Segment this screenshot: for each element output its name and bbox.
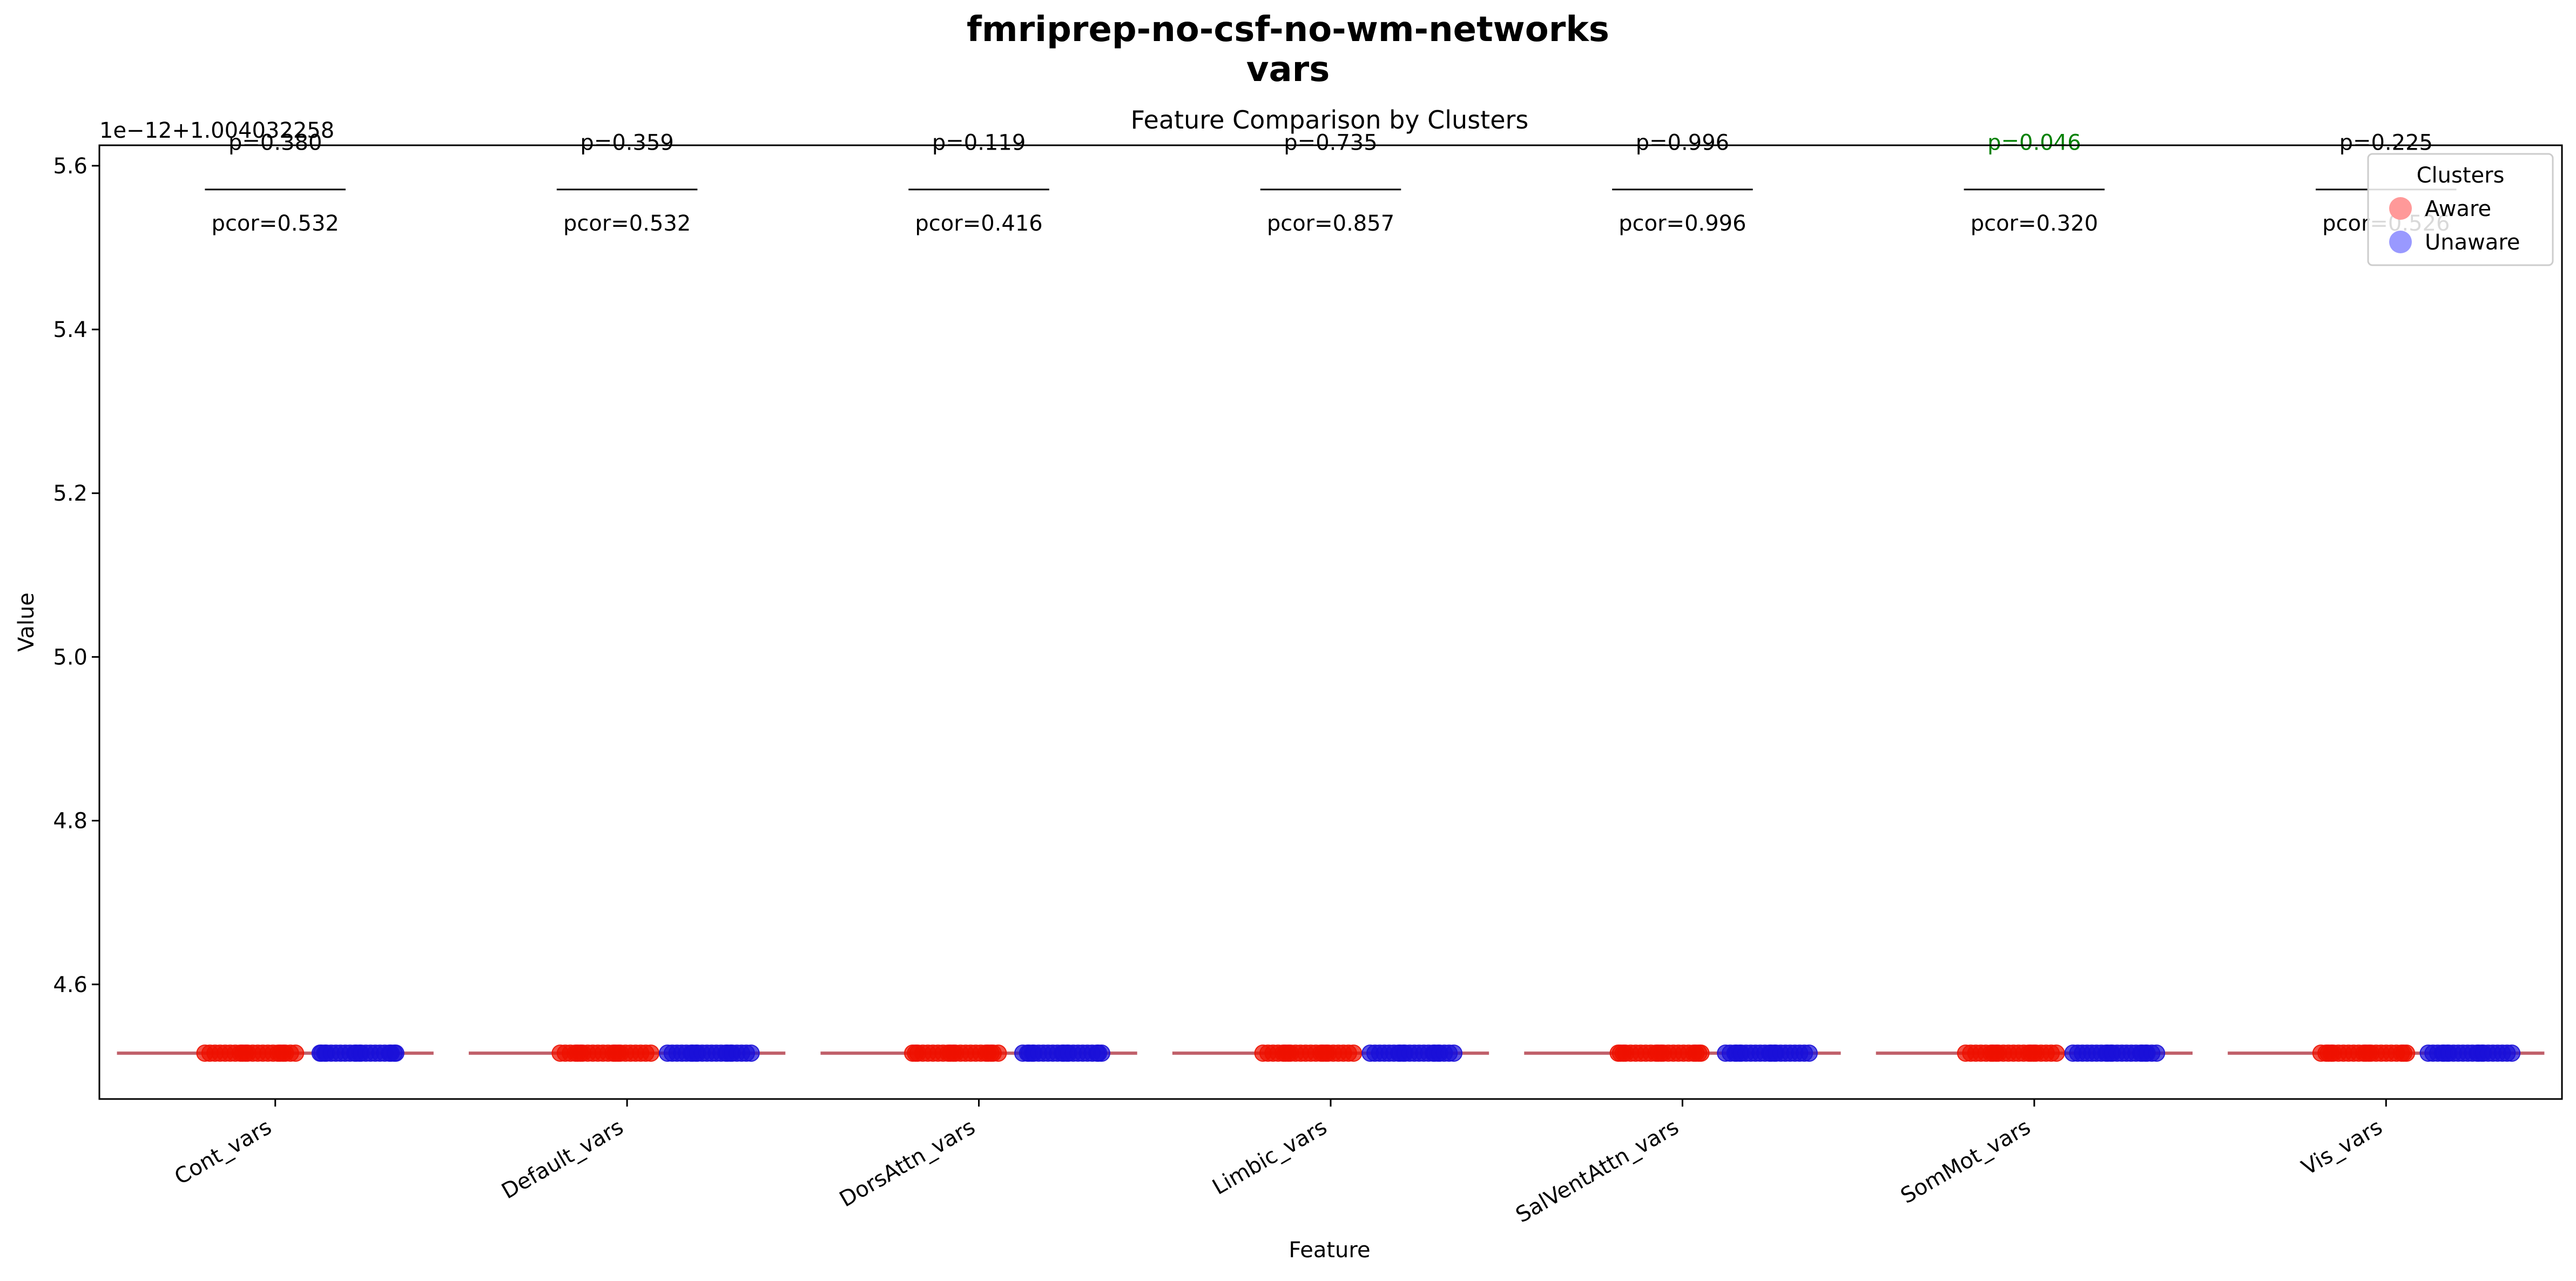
pcor-value-label: pcor=0.996 — [1619, 211, 1746, 236]
p-value-label: p=0.735 — [1284, 130, 1377, 155]
legend: Clusters Aware Unaware — [2367, 153, 2554, 266]
pcor-value-label: pcor=0.857 — [1267, 211, 1394, 236]
point-aware — [287, 1044, 305, 1062]
legend-box — [2367, 153, 2554, 266]
point-unaware — [1445, 1044, 1462, 1062]
point-unaware — [1090, 1044, 1108, 1062]
x-axis-label: Feature — [1289, 1238, 1370, 1263]
point-aware — [1345, 1044, 1363, 1062]
legend-marker-unaware — [2389, 231, 2412, 253]
pcor-value-label: pcor=0.416 — [915, 211, 1042, 236]
pcor-value-label: pcor=0.532 — [563, 211, 691, 236]
p-value-label: p=0.046 — [1987, 130, 2081, 155]
point-unaware — [1800, 1044, 1818, 1062]
p-value-label: p=0.359 — [580, 130, 673, 155]
point-aware — [2047, 1044, 2065, 1062]
p-value-label: p=0.119 — [932, 130, 1026, 155]
y-tick-label: 4.6 — [53, 973, 87, 997]
y-tick-label: 5.2 — [53, 481, 87, 506]
p-value-label: p=0.225 — [2339, 130, 2433, 155]
legend-label-aware: Aware — [2425, 197, 2491, 221]
chart-marks — [117, 1044, 2545, 1062]
legend-label-unaware: Unaware — [2425, 230, 2520, 255]
y-tick-label: 5.0 — [53, 645, 87, 670]
y-axis-offset-label: 1e−12+1.004032258 — [99, 118, 334, 143]
y-tick-label: 5.6 — [53, 154, 87, 179]
pcor-value-label: pcor=0.320 — [1971, 211, 2098, 236]
point-aware — [642, 1044, 660, 1062]
y-tick-label: 5.4 — [53, 318, 87, 342]
legend-title: Clusters — [2417, 163, 2505, 188]
significance-annotations: p=0.380 pcor=0.532 p=0.359 pcor=0.532 p=0.11… — [205, 130, 2457, 236]
figure-suptitle-line-2: vars — [1246, 50, 1330, 90]
point-unaware — [387, 1044, 404, 1062]
y-axis-label: Value — [14, 592, 39, 652]
p-value-label: p=0.380 — [228, 130, 322, 155]
point-aware — [1692, 1044, 1710, 1062]
point-aware — [2395, 1044, 2412, 1062]
point-unaware — [742, 1044, 760, 1062]
point-unaware — [2503, 1044, 2521, 1062]
p-value-label: p=0.996 — [1636, 130, 1729, 155]
plot-area-frame — [98, 144, 2563, 1100]
y-axis: 4.6 4.8 5.0 5.2 5.4 5.6 — [53, 154, 99, 997]
point-aware — [989, 1044, 1007, 1062]
chart-title: Feature Comparison by Clusters — [1131, 105, 1529, 134]
legend-marker-aware — [2389, 197, 2412, 220]
point-unaware — [2148, 1044, 2166, 1062]
figure-suptitle-line-1: fmriprep-no-csf-no-wm-networks — [967, 10, 1609, 50]
pcor-value-label: pcor=0.532 — [212, 211, 339, 236]
y-tick-label: 4.8 — [53, 809, 87, 834]
